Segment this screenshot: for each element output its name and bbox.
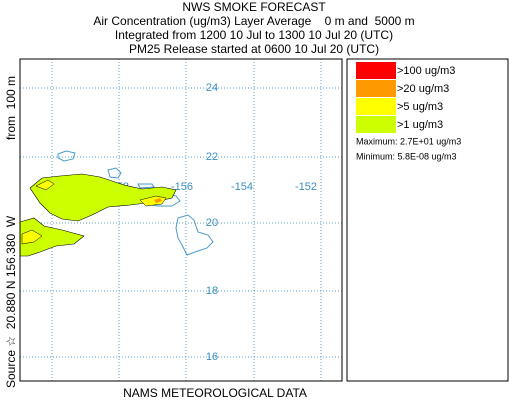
lon-label: -154 bbox=[231, 181, 253, 193]
footer: NAMS METEOROLOGICAL DATA bbox=[123, 386, 307, 400]
legend: Maximum: 2.7E+01 ug/m3 Minimum: 5.8E-08 … bbox=[346, 58, 509, 382]
lat-label: 18 bbox=[206, 285, 218, 297]
subtitle: Integrated from 1200 10 Jul to 1300 10 J… bbox=[115, 28, 393, 42]
legend-swatch bbox=[356, 116, 396, 133]
lon-label: -156 bbox=[171, 181, 193, 193]
legend-label: >1 ug/m3 bbox=[397, 119, 443, 131]
island bbox=[175, 214, 214, 256]
subtitle: PM25 Release started at 0600 10 Jul 20 (… bbox=[129, 42, 379, 56]
smoke-plume bbox=[21, 229, 43, 245]
island bbox=[107, 167, 122, 179]
legend-label: >5 ug/m3 bbox=[397, 101, 443, 113]
legend-swatch bbox=[356, 80, 396, 97]
smoke-plume bbox=[19, 217, 85, 257]
smoke-plume bbox=[154, 198, 162, 203]
map-frame-border bbox=[19, 58, 343, 382]
legend-label: >100 ug/m3 bbox=[397, 65, 455, 77]
lat-label: 16 bbox=[206, 351, 218, 363]
legend-maximum: Maximum: 2.7E+01 ug/m3 bbox=[356, 136, 461, 146]
legend-swatch bbox=[356, 98, 396, 115]
lat-label: 20 bbox=[206, 217, 218, 229]
legend-label: >20 ug/m3 bbox=[397, 83, 449, 95]
legend-swatch bbox=[356, 62, 396, 79]
island bbox=[137, 183, 155, 189]
height-label: from 100 m bbox=[4, 76, 18, 140]
legend-minimum: Minimum: 5.8E-08 ug/m3 bbox=[356, 151, 457, 161]
smoke-plume bbox=[35, 179, 167, 207]
title: NWS SMOKE FORECAST bbox=[182, 0, 326, 14]
island bbox=[57, 150, 76, 162]
smoke-plume bbox=[29, 173, 177, 222]
lat-label: 22 bbox=[206, 151, 218, 163]
lon-label: -152 bbox=[295, 181, 317, 193]
lat-label: 24 bbox=[206, 82, 218, 94]
source-label: Source ☆ 20.880 N 156.380 W bbox=[4, 215, 18, 388]
subtitle: Air Concentration (ug/m3) Layer Average … bbox=[93, 14, 414, 28]
